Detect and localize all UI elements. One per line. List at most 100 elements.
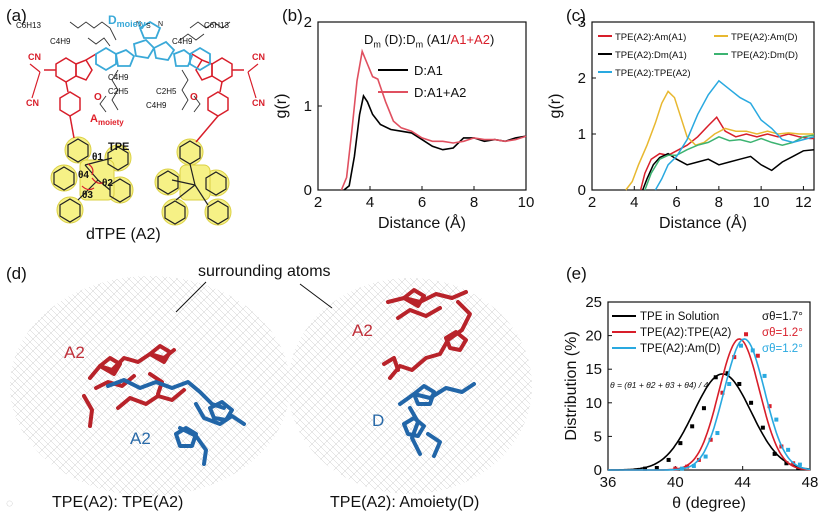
- chart-b: 2 4 6 8 10 0 1 2 Distance (Å) g(r) D:A1 D:A1+A2: [273, 14, 534, 232]
- c4h9-left-bottom: C4H9: [108, 73, 129, 82]
- chart-e-point-0-6: [713, 375, 718, 380]
- chart-e-point-0-1: [654, 465, 659, 470]
- chart-e-fit-2: [608, 338, 811, 471]
- chart-c-frame: [591, 21, 815, 191]
- panel-c-label: (c): [566, 6, 586, 25]
- panel-b-label: (b): [282, 6, 303, 25]
- chart-e-point-2-1: [691, 463, 696, 468]
- chart-c-legend-label-1: TPE(A2):Am(D): [731, 32, 798, 43]
- c6h13-right: C6H13: [204, 21, 229, 30]
- c4h9-left-top: C4H9: [50, 37, 71, 46]
- chart-c-series-0: [639, 115, 814, 191]
- chart-c-legend-label-4: TPE(A2):TPE(A2): [615, 68, 691, 79]
- donor-core: [95, 20, 211, 72]
- chart-b-title-d: D: [364, 32, 374, 47]
- chart-e-point-2-2: [703, 454, 708, 459]
- c6h13-left: C6H13: [16, 21, 41, 30]
- left-blue-label: A2: [130, 429, 151, 448]
- chart-e-point-0-5: [701, 406, 706, 411]
- chart-e-legend-label-1: TPE(A2):TPE(A2): [640, 327, 732, 339]
- s-atom-1: S: [146, 23, 151, 30]
- cn-bottom-right: CN: [252, 98, 265, 108]
- n-atom-2: N: [158, 21, 163, 28]
- chart-b-legend-label-0: D:A1: [414, 63, 443, 78]
- theta-2: θ2: [102, 178, 113, 189]
- tpe-a2-blue-left: [106, 378, 246, 466]
- chart-c-xtick-label: 10: [753, 194, 770, 211]
- chart-b-xtick-label: 2: [314, 194, 322, 211]
- chart-e-point-1-6: [744, 332, 749, 337]
- chart-b-title-end: ): [489, 32, 495, 47]
- chart-e-point-0-10: [760, 425, 765, 430]
- chart-c-ytick-label: 1: [578, 126, 586, 143]
- chart-b-ytick-label: 0: [304, 182, 312, 199]
- cn-top-right: CN: [252, 52, 265, 62]
- c4h9-right-bottom: C4H9: [146, 101, 167, 110]
- left-red-label: A2: [64, 343, 85, 362]
- chart-e-point-2-5: [738, 343, 743, 348]
- chart-e-legend-label-2: TPE(A2):Am(D): [640, 343, 721, 355]
- chart-c-series-3: [644, 134, 815, 191]
- chart-e-xtick-label: 48: [802, 474, 819, 491]
- chart-c-ytick-label: 3: [578, 14, 586, 31]
- oxygen-left: O: [94, 92, 102, 103]
- chart-e: 36 40 44 48 0 5 10 15 20 25 θ (degree) Distribution…: [563, 294, 819, 512]
- chart-b-ytick-label: 1: [304, 98, 312, 115]
- chart-b-legend-label-1: D:A1+A2: [414, 85, 466, 100]
- molecule-structure: θ1 θ2 θ3 θ4 CN CN CN CN O O Amoiety: [16, 13, 265, 226]
- chart-b-xlabel: Distance (Å): [378, 213, 466, 232]
- chart-b-title-sub2: m: [415, 39, 424, 50]
- cn-bottom-left: CN: [26, 98, 39, 108]
- tpe-a2-red-left: [82, 344, 186, 428]
- chart-b-title-sub: m: [373, 39, 381, 50]
- oxygen-right: O: [190, 92, 198, 103]
- acceptor-left: [44, 53, 97, 139]
- chart-c-xtick-label: 6: [672, 194, 680, 211]
- chart-e-formula: θ = (θ1 + θ2 + θ3 + θ4) / 4: [610, 380, 708, 390]
- chart-e-xtick-label: 44: [734, 474, 751, 491]
- chart-e-point-2-3: [715, 431, 720, 436]
- chart-e-point-0-7: [725, 371, 730, 376]
- chart-e-point-2-4: [727, 381, 732, 386]
- chart-e-point-0-0: [643, 466, 648, 471]
- chart-e-xtick-label: 40: [667, 474, 684, 491]
- chart-b-title-mid: (D):D: [380, 32, 416, 47]
- chart-e-xtick-label: 36: [600, 474, 617, 491]
- chart-e-point-1-4: [720, 390, 725, 395]
- molecular-snapshots: A2 A2 A2 D: [10, 276, 532, 496]
- right-caption: TPE(A2): Amoiety(D): [330, 494, 480, 511]
- chart-e-ytick-label: 15: [585, 361, 602, 378]
- chart-e-point-0-11: [772, 451, 777, 456]
- chart-c-series-4: [654, 79, 815, 191]
- chart-c-legend-label-3: TPE(A2):Dm(D): [731, 50, 798, 61]
- right-red-label: A2: [352, 321, 373, 340]
- a-moiety-label: Amoiety: [90, 113, 124, 127]
- chart-e-ytick-label: 20: [585, 328, 602, 345]
- chart-c-ytick-label: 0: [578, 182, 586, 199]
- chart-c-xlabel: Distance (Å): [659, 213, 747, 232]
- tpe-label: TPE: [108, 141, 129, 153]
- chart-e-point-0-8: [737, 381, 742, 386]
- chart-e-point-0-9: [749, 400, 754, 405]
- chart-c-legend-label-0: TPE(A2):Am(A1): [615, 32, 686, 43]
- chart-e-legend-label-0: TPE in Solution: [640, 311, 719, 323]
- chart-b-series-0: [343, 93, 527, 191]
- chart-e-point-1-3: [708, 437, 713, 442]
- chart-e-point-1-8: [767, 404, 772, 409]
- theta-arcs: [81, 163, 105, 191]
- chart-e-point-1-7: [755, 353, 760, 358]
- chart-e-ylabel: Distribution (%): [563, 331, 580, 440]
- amoiety-d-blue-right: [398, 382, 476, 458]
- chart-c-xtick-label: 2: [588, 194, 596, 211]
- chart-b-ytick-label: 2: [304, 14, 312, 31]
- chart-e-point-2-8: [774, 417, 779, 422]
- chart-e-point-1-5: [732, 355, 737, 360]
- chart-e-fit-1: [608, 338, 811, 471]
- chart-c-xtick-label: 8: [715, 194, 723, 211]
- chart-e-point-0-3: [678, 441, 683, 446]
- chart-c-series-1: [625, 90, 814, 191]
- chart-e-frame: [607, 301, 811, 471]
- chart-b-title-red: A1+A2: [450, 32, 490, 47]
- chart-e-point-0-12: [784, 461, 789, 466]
